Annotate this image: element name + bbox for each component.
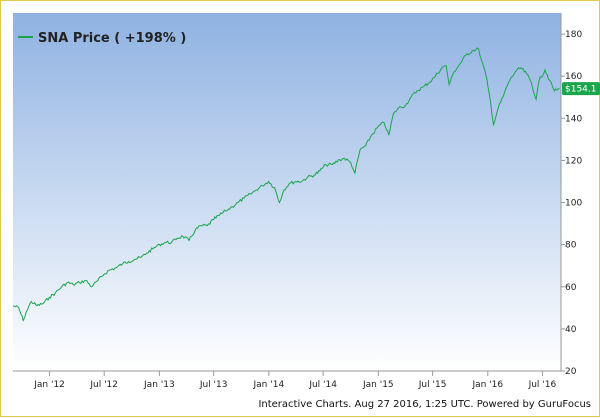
last-value-label: $154.1 xyxy=(565,85,597,95)
y-tick-label: 80 xyxy=(565,241,577,251)
y-tick-label: 100 xyxy=(565,199,582,209)
x-tick-label: Jan '16 xyxy=(471,380,503,390)
price-series-line[interactable] xyxy=(12,47,560,322)
y-tick-label: 40 xyxy=(565,325,577,335)
x-tick-label: Jul '14 xyxy=(308,380,337,390)
x-tick-label: Jul '15 xyxy=(418,380,447,390)
x-tick-label: Jul '12 xyxy=(89,380,118,390)
x-tick-label: Jan '12 xyxy=(33,380,65,390)
last-value-marker: $154.1 xyxy=(562,82,600,96)
y-axis: 20 40 60 80 100 120 140 160 180 xyxy=(561,30,582,377)
y-tick-label: 160 xyxy=(565,72,582,82)
y-tick-label: 60 xyxy=(565,283,577,293)
x-tick-label: Jul '13 xyxy=(199,380,228,390)
x-tick-label: Jan '14 xyxy=(253,380,285,390)
y-tick-label: 180 xyxy=(565,30,582,40)
y-tick-label: 140 xyxy=(565,114,582,124)
y-tick-label: 20 xyxy=(565,367,577,377)
last-value-badge xyxy=(562,82,600,96)
x-axis: Jan '12 Jul '12 Jan '13 Jul '13 Jan '14 Jul '… xyxy=(33,371,556,390)
x-tick-label: Jul '16 xyxy=(528,380,557,390)
y-tick-label: 120 xyxy=(565,156,582,166)
legend-label: SNA Price ( +198% ) xyxy=(38,31,186,46)
legend[interactable]: SNA Price ( +198% ) xyxy=(18,31,186,46)
credit-text: Interactive Charts. Aug 27 2016, 1:25 UT… xyxy=(258,399,591,410)
plot-area xyxy=(13,13,561,371)
x-tick-label: Jan '13 xyxy=(143,380,175,390)
x-tick-label: Jan '15 xyxy=(362,380,394,390)
